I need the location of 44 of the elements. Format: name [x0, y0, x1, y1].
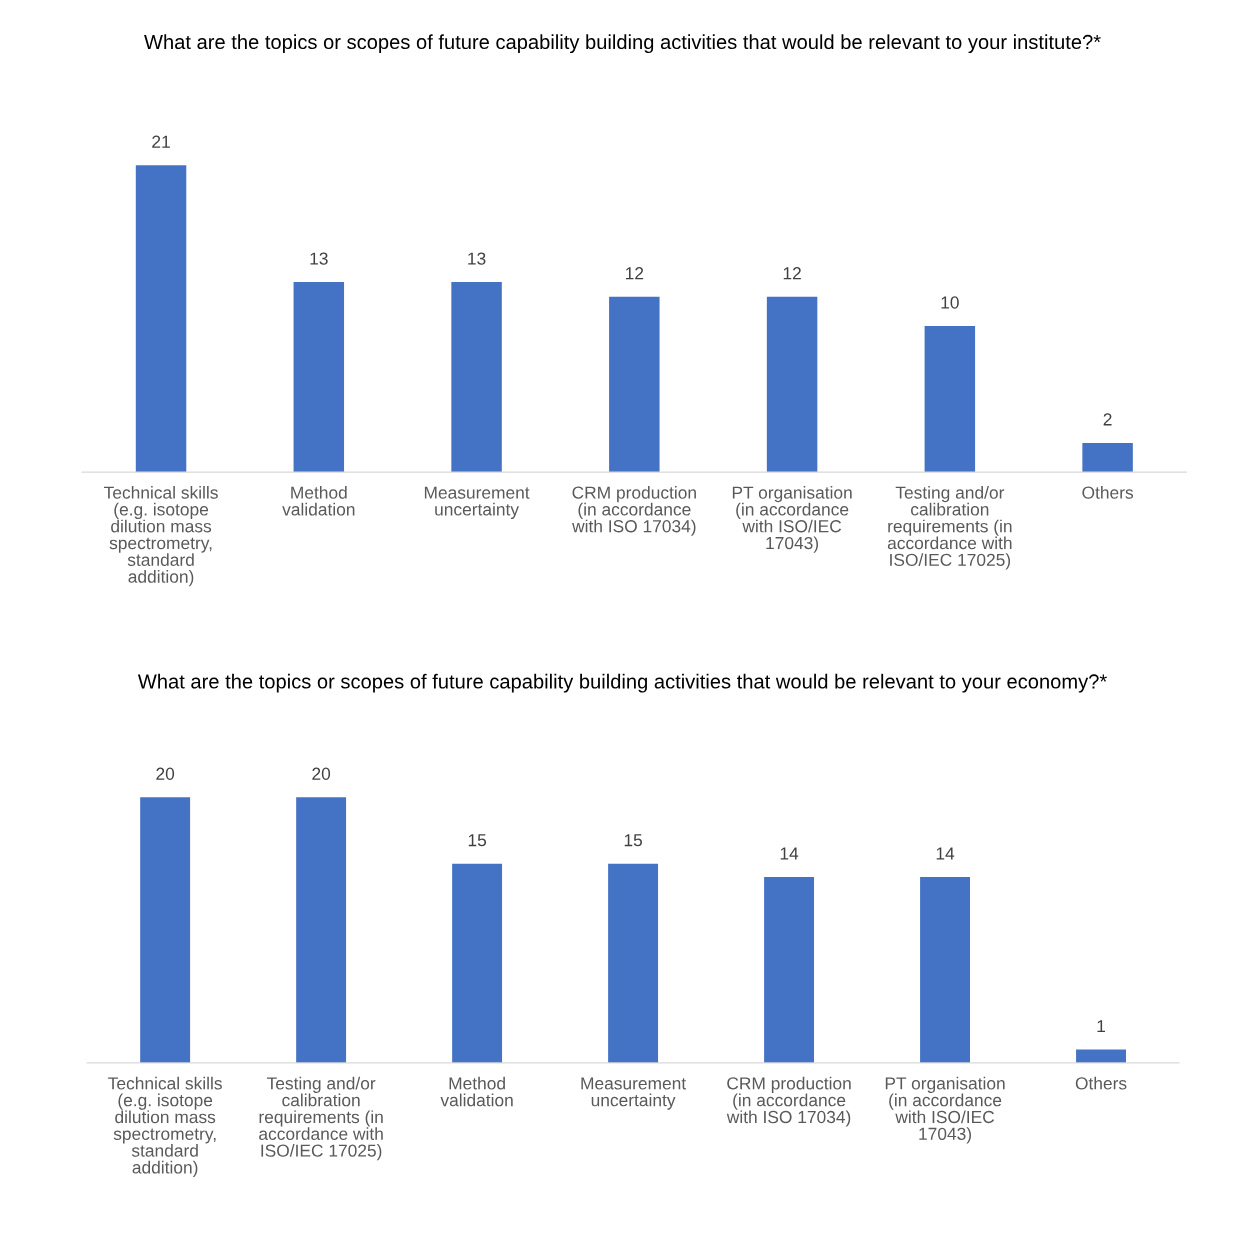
bar — [296, 797, 347, 1063]
data-label: 14 — [780, 847, 799, 860]
data-label: 20 — [156, 767, 175, 780]
x-tick-label: Measurement uncertainty — [581, 1077, 687, 1110]
data-label: 10 — [941, 296, 959, 309]
data-label: 15 — [468, 834, 487, 847]
data-label: 13 — [468, 252, 486, 265]
x-tick-label: Others — [1082, 486, 1134, 499]
bar — [1076, 1049, 1126, 1063]
x-tick-label: Method validation — [282, 486, 355, 516]
data-label: 13 — [310, 252, 328, 265]
data-label: 15 — [624, 834, 643, 847]
bar — [920, 876, 970, 1063]
data-label: 12 — [626, 267, 644, 280]
bar — [924, 325, 976, 473]
x-tick-label: Method validation — [440, 1076, 513, 1107]
x-tick-label: Measurement uncertainty — [424, 486, 530, 520]
data-label: 1 — [1097, 1020, 1106, 1033]
bar — [451, 282, 502, 473]
x-tick-label: PT organisation (in accordance with ISO/IEC 17043) — [885, 1076, 1005, 1144]
data-label: 12 — [783, 267, 801, 280]
x-tick-label: Technical skills (e.g. isotope dilution mass spectrometry, standard addition) — [104, 486, 218, 587]
bar — [293, 282, 345, 473]
bar — [764, 876, 815, 1063]
x-tick-label: Technical skills (e.g. isotope dilution mass spectrometry, standard addition) — [108, 1076, 222, 1178]
chart-title: What are the topics or scopes of future capability building activities that would be relevant to your economy?* — [137, 673, 1107, 693]
data-label: 2 — [1103, 413, 1112, 426]
bar — [135, 165, 187, 473]
chart-title: What are the topics or scopes of future capability building activities that would be relevant to your institute?* — [144, 34, 1101, 54]
data-label: 21 — [152, 135, 170, 148]
x-tick-label: Testing and/or calibration requirements (in accordance with ISO/IEC 17025) — [259, 1076, 383, 1161]
data-label: 20 — [312, 767, 331, 780]
bar — [609, 296, 660, 473]
bar — [140, 797, 191, 1063]
bar — [608, 863, 659, 1063]
x-tick-label: PT organisation (in accordance with ISO/IEC 17043) — [732, 486, 852, 553]
x-tick-label: Testing and/or calibration requirements (in accordance with ISO/IEC 17025) — [887, 486, 1012, 570]
x-tick-label: CRM production (in accordance with ISO 17034) — [572, 486, 696, 536]
bar — [452, 863, 503, 1063]
bar — [1082, 442, 1133, 473]
bar — [766, 296, 818, 473]
x-tick-label: CRM production (in accordance with ISO 17034) — [726, 1076, 851, 1127]
data-label: 14 — [936, 847, 955, 860]
x-tick-label: Others — [1075, 1076, 1127, 1090]
